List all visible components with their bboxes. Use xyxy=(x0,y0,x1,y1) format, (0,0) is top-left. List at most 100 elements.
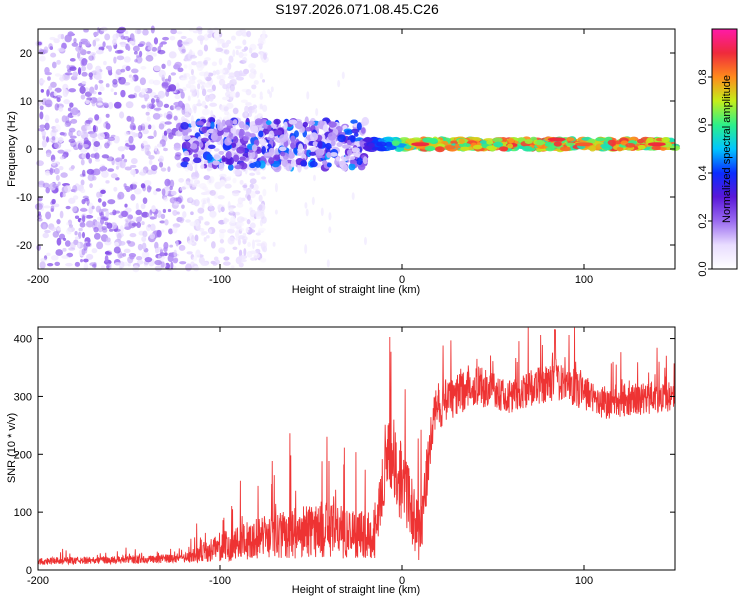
spectrogram-cell xyxy=(274,182,278,193)
spectrogram-cell xyxy=(264,152,273,157)
spectrogram-cell xyxy=(151,205,156,213)
spectrogram-cell xyxy=(242,184,248,189)
spectrogram-cell xyxy=(130,116,135,124)
spectrogram-cell xyxy=(234,230,240,238)
spectrogram-cell xyxy=(37,182,46,188)
spectrogram-cell xyxy=(327,132,337,141)
spectrogram-cell xyxy=(234,169,241,176)
spectrogram-cell xyxy=(77,67,82,76)
spectrogram-cell xyxy=(204,71,209,76)
spectrogram-cell xyxy=(183,73,187,79)
spectrogram-cell xyxy=(307,120,316,126)
spectrogram-cell xyxy=(508,137,515,144)
spectrogram-cell xyxy=(209,189,216,196)
spectrogram-cell xyxy=(238,51,244,59)
spectrogram-cell xyxy=(89,132,98,138)
spectrogram-cell xyxy=(125,187,131,193)
spectrogram-cell xyxy=(227,228,235,234)
spectrogram-cell xyxy=(203,59,208,65)
spectrogram-cell xyxy=(315,148,324,156)
spectrogram-cell xyxy=(188,109,194,114)
spectrogram-cell xyxy=(169,244,174,248)
spectrogram-cell xyxy=(342,144,350,149)
spectrogram-cell xyxy=(131,181,138,185)
spectrogram-cell xyxy=(232,119,238,125)
spectrogram-cell xyxy=(254,108,258,114)
spectrogram-cell xyxy=(219,238,225,244)
spectrogram-cell xyxy=(168,84,177,92)
spectrogram-cell xyxy=(154,259,162,266)
spectrogram-cell xyxy=(197,99,201,105)
spectrogram-cell xyxy=(94,84,99,91)
spectrogram-cell xyxy=(288,148,293,157)
spectrogram-cell xyxy=(101,265,105,269)
spectrogram-cell xyxy=(78,41,83,48)
spectrogram-cell xyxy=(151,46,158,52)
spectrogram-cell xyxy=(124,131,129,136)
spectrogram-cell xyxy=(141,104,146,109)
spectrogram-cell xyxy=(553,141,562,147)
spectrogram-cell xyxy=(142,29,149,36)
spectrogram-cell xyxy=(229,83,235,92)
spectrogram-cell xyxy=(330,139,336,147)
spectrogram-cell xyxy=(94,221,101,227)
spectrogram-cell xyxy=(135,202,139,211)
spectrogram-cell xyxy=(140,183,146,189)
spectrogram-cell xyxy=(637,138,645,144)
spectrogram-cell xyxy=(198,217,204,221)
spectrogram-cell xyxy=(348,163,356,171)
spectrogram-cell xyxy=(51,136,56,141)
spectrogram-cell xyxy=(149,233,156,240)
spectrogram-cell xyxy=(74,261,81,267)
spectrogram-cell xyxy=(45,211,52,220)
spectrogram-cell xyxy=(188,75,197,81)
spectrogram-cell xyxy=(92,136,96,143)
spectrogram-cell xyxy=(59,210,64,219)
spectrogram-cell xyxy=(68,197,76,204)
spectrogram-cell xyxy=(267,89,271,95)
spectrogram-cell xyxy=(217,122,224,132)
spectrogram-cell xyxy=(219,179,226,187)
spectrogram-cell xyxy=(204,189,211,196)
spectrogram-cell xyxy=(97,102,103,106)
spectrogram-cell xyxy=(219,173,227,178)
spectrogram-cell xyxy=(254,118,263,126)
spectrogram-cell xyxy=(152,52,157,57)
spectrogram-cell xyxy=(136,256,143,261)
spectrogram-cell xyxy=(249,250,257,254)
spectrogram-cell xyxy=(201,88,207,97)
spectrogram-cell xyxy=(161,80,169,88)
spectrogram-cell xyxy=(54,73,61,77)
spectrogram-cell xyxy=(170,261,174,270)
spectrogram-cell xyxy=(288,119,298,125)
spectrogram-cell xyxy=(97,216,101,221)
spectrogram-cell xyxy=(81,57,88,66)
spectrogram-cell xyxy=(178,178,185,183)
spectrogram-cell xyxy=(159,220,166,224)
spectrogram-cell xyxy=(142,166,149,174)
spectrogram-cell xyxy=(163,246,168,252)
spectrogram-cell xyxy=(236,76,244,81)
spectrogram-cell xyxy=(312,141,318,147)
spectrogram-cell xyxy=(114,241,119,247)
spectrogram-cell xyxy=(83,258,89,263)
spectrogram-cell xyxy=(228,55,234,63)
spectrogram-cell xyxy=(56,237,62,246)
spectrogram-cell xyxy=(68,247,76,251)
spectrogram-cell xyxy=(281,159,288,167)
spectrogram-cell xyxy=(521,145,533,152)
spectrogram-cell xyxy=(317,120,325,130)
spectrogram-cell xyxy=(320,207,324,217)
spectrogram-cell xyxy=(172,209,178,216)
spectrogram-cell xyxy=(118,261,125,269)
snr-series-line xyxy=(37,327,676,566)
snr-marks xyxy=(37,327,676,566)
spectrogram-cell xyxy=(174,61,182,68)
spectrogram-cell xyxy=(450,140,459,145)
spectrogram-cell xyxy=(91,205,95,210)
spectrogram-cell xyxy=(177,67,184,73)
spectrogram-cell xyxy=(216,75,222,80)
spectrogram-cell xyxy=(92,168,101,176)
